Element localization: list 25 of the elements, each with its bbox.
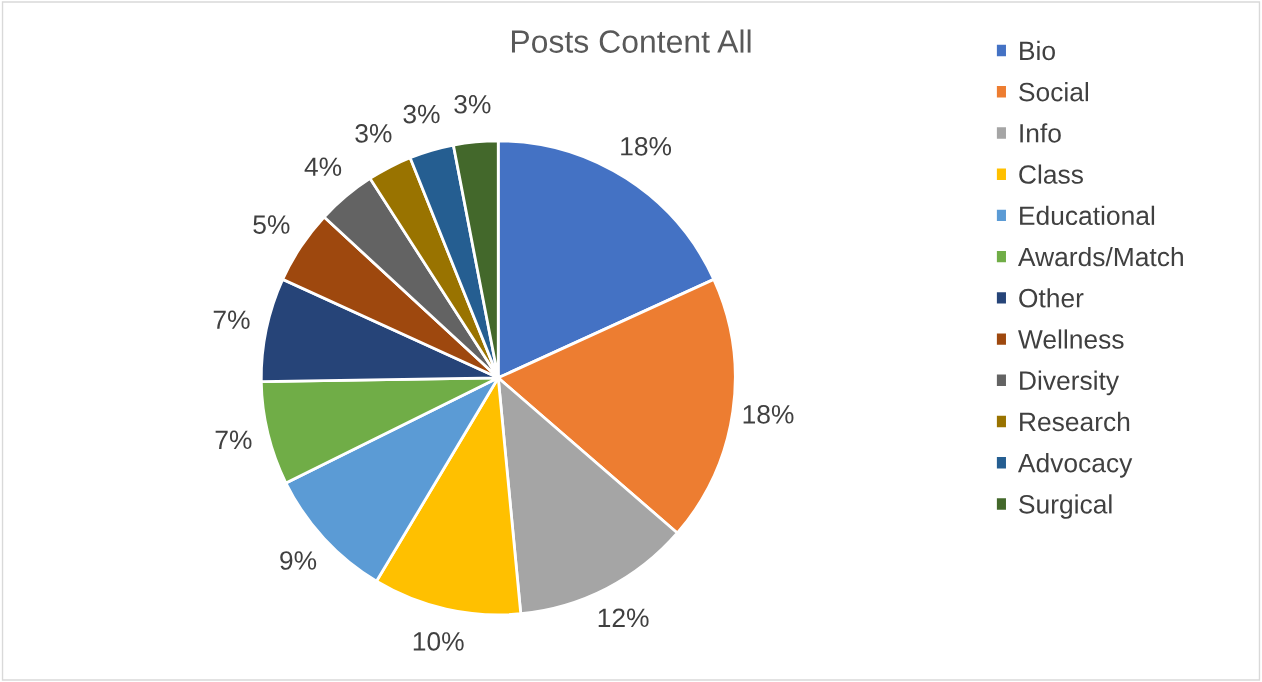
legend-label: Class: [1019, 164, 1083, 184]
legend-label: Awards/Match: [1017, 246, 1183, 267]
data-label: 10%: [413, 632, 464, 651]
data-label: 18%: [621, 136, 672, 156]
legend-label: Research: [1020, 411, 1130, 432]
data-label: 12%: [598, 608, 649, 628]
legend-label: Info: [1020, 123, 1061, 143]
legend-label: Surgical: [1019, 494, 1112, 519]
chart-title: Posts Content All: [511, 29, 751, 53]
data-label: 3%: [454, 94, 491, 114]
data-label: 9%: [280, 551, 317, 570]
legend-label: Other: [1019, 288, 1084, 308]
legend-label: Diversity: [1020, 370, 1120, 396]
legend-label: Educational: [1020, 205, 1155, 226]
data-label: 18%: [743, 405, 794, 424]
data-label: 7%: [213, 310, 250, 329]
data-label: 5%: [253, 215, 290, 234]
data-label: 4%: [304, 157, 342, 177]
legend-label: Social: [1019, 82, 1089, 102]
legend-label: Bio: [1020, 40, 1055, 61]
data-label: 3%: [355, 123, 392, 143]
data-label: 3%: [403, 104, 440, 124]
legend-label: Advocacy: [1017, 453, 1133, 478]
legend-label: Wellness: [1018, 329, 1124, 349]
data-label: 7%: [215, 430, 252, 450]
